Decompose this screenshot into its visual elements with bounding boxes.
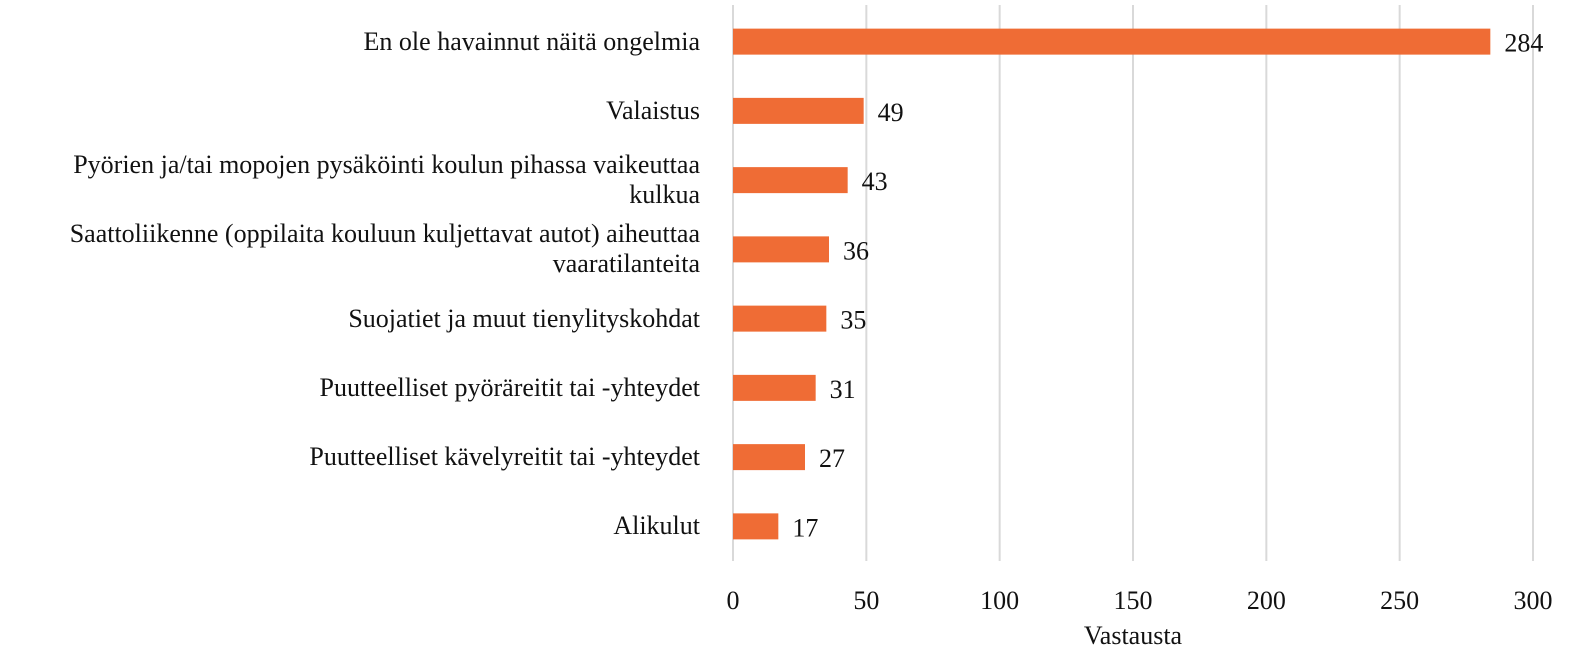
- bar: [733, 236, 829, 263]
- y-tick-label: Alikulut: [613, 511, 700, 541]
- y-tick-label: Saattoliikenne (oppilaita kouluun kuljet…: [69, 219, 700, 279]
- value-label: 49: [878, 98, 904, 127]
- bar: [733, 28, 1491, 55]
- y-tick-label: Valaistus: [606, 95, 700, 125]
- value-label: 27: [819, 444, 845, 473]
- value-label: 284: [1504, 29, 1543, 58]
- x-tick-label: 0: [727, 586, 740, 615]
- x-tick-label: 250: [1380, 586, 1419, 615]
- bar: [733, 167, 848, 194]
- y-tick-label: Puutteelliset pyöräreitit tai -yhteydet: [319, 372, 700, 402]
- x-axis-title: Vastausta: [1084, 621, 1183, 650]
- bar: [733, 513, 779, 540]
- value-label: 31: [830, 375, 856, 404]
- y-tick-label: Pyörien ja/tai mopojen pysäköinti koulun…: [73, 150, 700, 210]
- x-tick-label: 200: [1247, 586, 1286, 615]
- value-label: 17: [792, 513, 818, 542]
- bar: [733, 444, 805, 471]
- bar: [733, 97, 864, 124]
- y-tick-label: En ole havainnut näitä ongelmia: [363, 26, 700, 56]
- value-label: 36: [843, 236, 869, 265]
- value-label: 43: [862, 167, 888, 196]
- x-tick-label: 100: [980, 586, 1019, 615]
- x-tick-label: 300: [1514, 586, 1553, 615]
- x-tick-label: 150: [1114, 586, 1153, 615]
- value-label: 35: [840, 306, 866, 335]
- y-tick-label: Suojatiet ja muut tienylityskohdat: [348, 303, 700, 333]
- bar: [733, 374, 816, 401]
- x-tick-label: 50: [853, 586, 879, 615]
- y-tick-label: Puutteelliset kävelyreitit tai -yhteydet: [309, 442, 700, 472]
- bar: [733, 305, 827, 332]
